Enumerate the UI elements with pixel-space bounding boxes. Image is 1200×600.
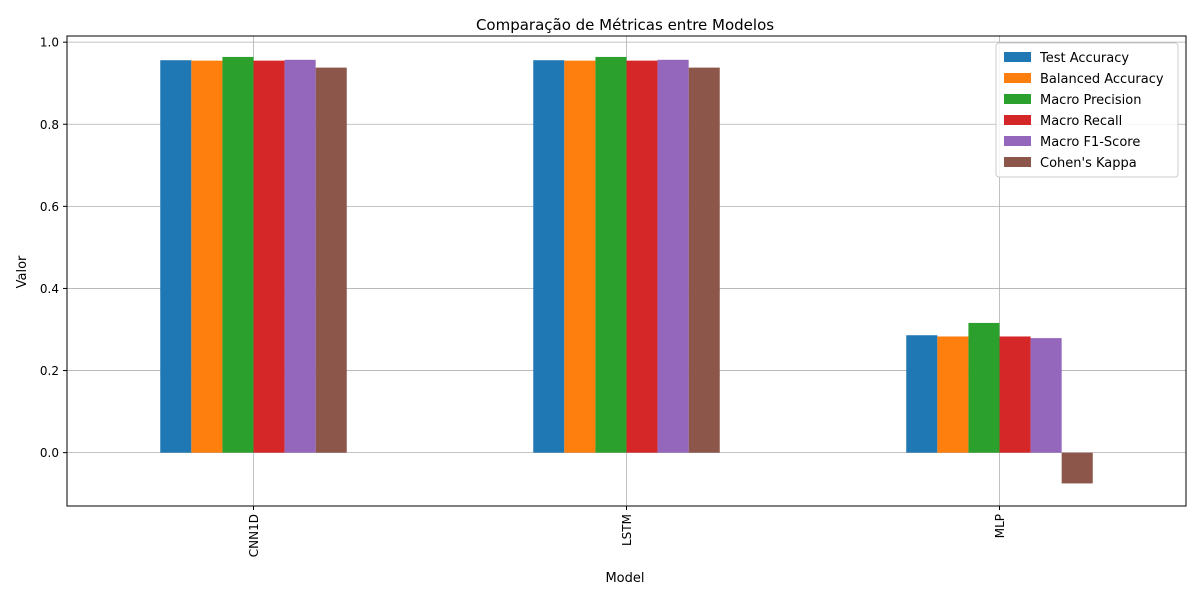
legend-label: Macro Precision [1040, 93, 1141, 108]
bar [688, 67, 720, 453]
y-tick-label: 0.0 [40, 446, 59, 460]
bar [937, 336, 969, 453]
bar [595, 56, 627, 453]
bar [1030, 338, 1062, 453]
legend-swatch [1004, 52, 1031, 62]
bar [906, 335, 938, 453]
legend-swatch [1004, 115, 1031, 125]
bar [315, 67, 347, 453]
bar [191, 60, 223, 453]
x-axis: CNN1D LSTM MLP [247, 506, 1007, 557]
bar [284, 59, 316, 453]
legend-swatch [1004, 157, 1031, 167]
x-tick-label: LSTM [620, 514, 634, 546]
bar [999, 336, 1031, 453]
legend-swatch [1004, 94, 1031, 104]
legend-swatch [1004, 136, 1031, 146]
bar [626, 60, 658, 453]
x-tick-label: MLP [993, 514, 1007, 538]
chart-title: Comparação de Métricas entre Modelos [476, 16, 774, 34]
bar [564, 60, 596, 453]
legend-box [995, 42, 1179, 178]
x-tick-label: CNN1D [247, 514, 261, 557]
x-axis-label: Model [605, 571, 644, 586]
bar [968, 322, 1000, 453]
legend-label: Macro Recall [1040, 114, 1122, 129]
legend-swatch [1004, 73, 1031, 83]
y-tick-label: 0.6 [40, 200, 59, 214]
y-tick-label: 0.4 [40, 282, 59, 296]
bars [160, 56, 1093, 484]
y-axis: 0.0 0.2 0.4 0.6 0.8 1.0 [40, 36, 67, 460]
bar [533, 60, 565, 453]
y-axis-label: Valor [15, 255, 30, 288]
legend: Test Accuracy Balanced Accuracy Macro Prec… [995, 42, 1179, 178]
legend-label: Test Accuracy [1039, 51, 1129, 66]
bar [253, 60, 285, 453]
legend-label: Macro F1-Score [1040, 135, 1140, 150]
bar [657, 59, 689, 453]
bar [222, 56, 254, 453]
bar [1061, 452, 1093, 484]
legend-label: Balanced Accuracy [1040, 72, 1164, 87]
y-tick-label: 0.8 [40, 118, 59, 132]
legend-label: Cohen's Kappa [1040, 156, 1137, 171]
bar [160, 60, 192, 453]
y-tick-label: 1.0 [40, 36, 59, 50]
y-tick-label: 0.2 [40, 364, 59, 378]
